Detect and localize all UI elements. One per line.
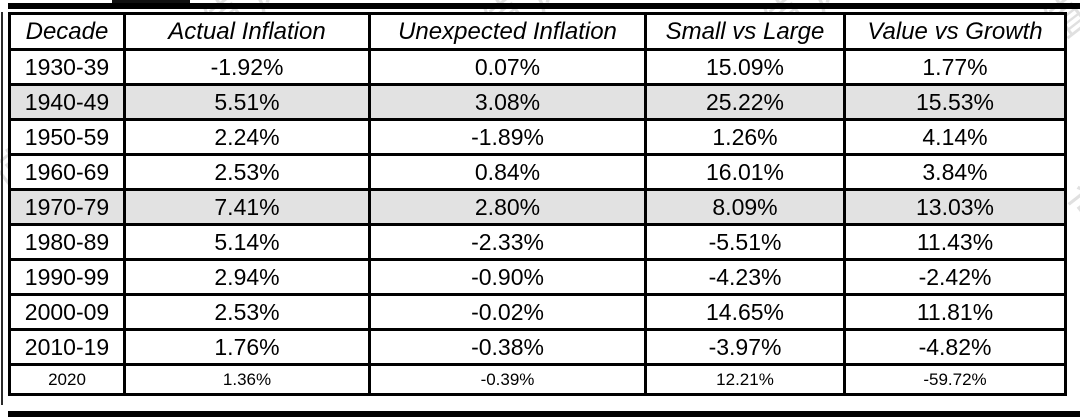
inflation-decade-table: Decade Actual Inflation Unexpected Inflati…: [8, 12, 1067, 396]
table-row: 1930-39 -1.92% 0.07% 15.09% 1.77%: [8, 48, 1067, 86]
table-row: 1980-89 5.14% -2.33% -5.51% 11.43%: [8, 223, 1067, 261]
value-cell: -0.02%: [368, 293, 647, 331]
decade-cell: 2010-19: [8, 328, 126, 366]
decade-cell: 1960-69: [8, 153, 126, 191]
value-cell: 2.80%: [368, 188, 647, 226]
table-row: 1960-69 2.53% 0.84% 16.01% 3.84%: [8, 153, 1067, 191]
value-cell: 15.53%: [843, 83, 1067, 121]
value-cell: 1.77%: [843, 48, 1067, 86]
decade-cell: 1980-89: [8, 223, 126, 261]
value-cell: 5.51%: [123, 83, 371, 121]
value-cell: 25.22%: [644, 83, 846, 121]
left-gridline: [1, 12, 3, 405]
decade-cell: 2020: [8, 363, 126, 396]
table-row: 1940-49 5.51% 3.08% 25.22% 15.53%: [8, 83, 1067, 121]
value-cell: 2.94%: [123, 258, 371, 296]
table-row: 1950-59 2.24% -1.89% 1.26% 4.14%: [8, 118, 1067, 156]
value-cell: -2.42%: [843, 258, 1067, 296]
value-cell: -5.51%: [644, 223, 846, 261]
value-cell: -0.38%: [368, 328, 647, 366]
value-cell: 14.65%: [644, 293, 846, 331]
table-row: 2020 1.36% -0.39% 12.21% -59.72%: [8, 363, 1067, 396]
decade-cell: 2000-09: [8, 293, 126, 331]
value-cell: 0.07%: [368, 48, 647, 86]
value-cell: 1.36%: [123, 363, 371, 396]
table-row: 1990-99 2.94% -0.90% -4.23% -2.42%: [8, 258, 1067, 296]
value-cell: -1.92%: [123, 48, 371, 86]
value-cell: 11.43%: [843, 223, 1067, 261]
column-header: Unexpected Inflation: [368, 12, 647, 51]
decade-cell: 1990-99: [8, 258, 126, 296]
value-cell: 13.03%: [843, 188, 1067, 226]
table-body: 1930-39 -1.92% 0.07% 15.09% 1.77% 1940-49 5.51…: [8, 48, 1067, 396]
value-cell: 1.76%: [123, 328, 371, 366]
value-cell: 15.09%: [644, 48, 846, 86]
column-header: Actual Inflation: [123, 12, 371, 51]
value-cell: 11.81%: [843, 293, 1067, 331]
value-cell: 8.09%: [644, 188, 846, 226]
value-cell: 1.26%: [644, 118, 846, 156]
cropped-text-fragment: [112, 0, 190, 3]
value-cell: -2.33%: [368, 223, 647, 261]
value-cell: 16.01%: [644, 153, 846, 191]
table-row: 2000-09 2.53% -0.02% 14.65% 11.81%: [8, 293, 1067, 331]
value-cell: 12.21%: [644, 363, 846, 396]
decade-cell: 1970-79: [8, 188, 126, 226]
table-outer-bottom-border: [8, 411, 1080, 417]
column-header: Small vs Large: [644, 12, 846, 51]
value-cell: 7.41%: [123, 188, 371, 226]
header-row: Decade Actual Inflation Unexpected Inflati…: [8, 12, 1067, 51]
value-cell: 2.53%: [123, 153, 371, 191]
value-cell: 2.53%: [123, 293, 371, 331]
value-cell: 3.84%: [843, 153, 1067, 191]
column-header: Decade: [8, 12, 126, 51]
table-outer-top-border: [8, 3, 1080, 9]
table-row: 1970-79 7.41% 2.80% 8.09% 13.03%: [8, 188, 1067, 226]
value-cell: -3.97%: [644, 328, 846, 366]
value-cell: -1.89%: [368, 118, 647, 156]
value-cell: 4.14%: [843, 118, 1067, 156]
decade-cell: 1940-49: [8, 83, 126, 121]
value-cell: 5.14%: [123, 223, 371, 261]
value-cell: -4.23%: [644, 258, 846, 296]
decade-cell: 1950-59: [8, 118, 126, 156]
value-cell: -0.90%: [368, 258, 647, 296]
value-cell: -4.82%: [843, 328, 1067, 366]
value-cell: 0.84%: [368, 153, 647, 191]
column-header: Value vs Growth: [843, 12, 1067, 51]
value-cell: -0.39%: [368, 363, 647, 396]
value-cell: -59.72%: [843, 363, 1067, 396]
decade-cell: 1930-39: [8, 48, 126, 86]
value-cell: 3.08%: [368, 83, 647, 121]
table-row: 2010-19 1.76% -0.38% -3.97% -4.82%: [8, 328, 1067, 366]
value-cell: 2.24%: [123, 118, 371, 156]
